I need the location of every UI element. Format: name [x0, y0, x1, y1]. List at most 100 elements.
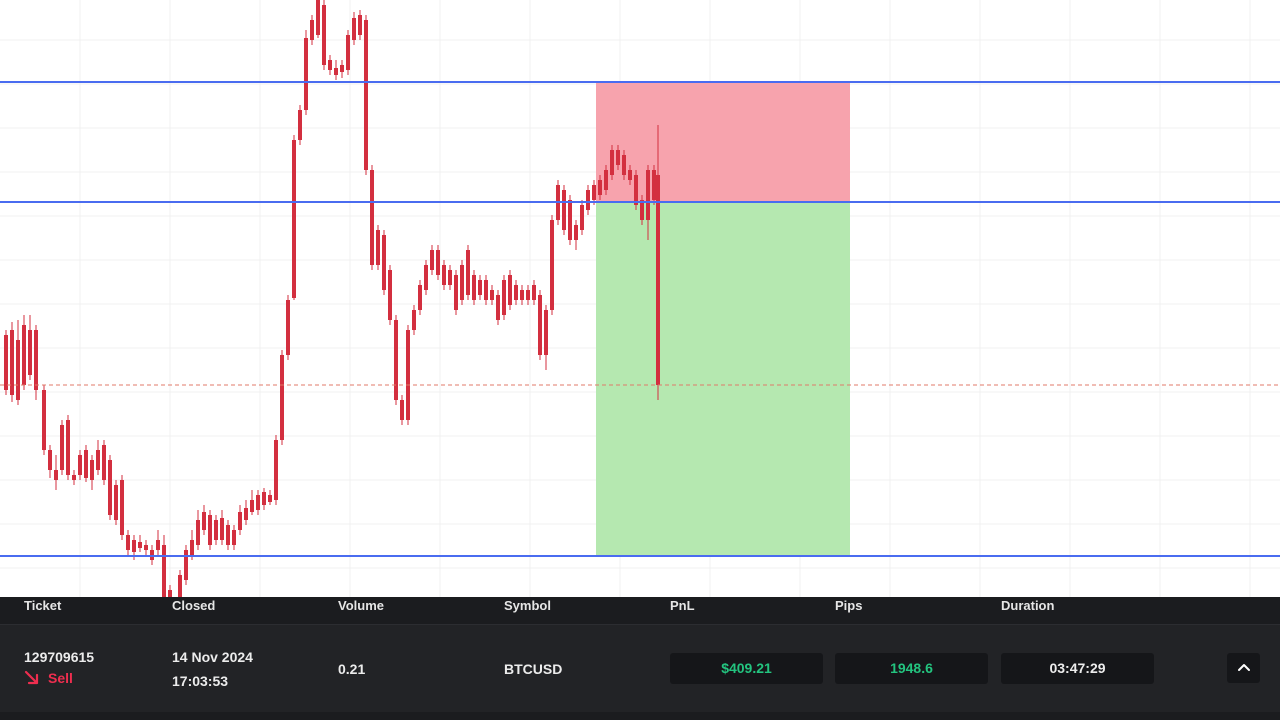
stop-loss-zone	[596, 82, 850, 202]
candle-body	[598, 180, 602, 195]
candle-body	[22, 325, 26, 385]
candle-body	[250, 500, 254, 512]
candle-body	[514, 285, 518, 300]
candle-body	[138, 542, 142, 548]
ticket-number: 129709615	[24, 649, 95, 665]
candle-body	[580, 205, 584, 230]
candle-body	[108, 460, 112, 515]
candle-body	[90, 460, 94, 480]
candle-body	[268, 495, 272, 502]
candle-body	[406, 330, 410, 420]
candle-body	[60, 425, 64, 470]
candle-body	[28, 330, 32, 375]
candle-body	[532, 285, 536, 300]
candle-body	[574, 225, 578, 240]
candle-body	[610, 150, 614, 175]
candle-body	[114, 485, 118, 520]
chevron-up-icon	[1237, 659, 1251, 677]
candle-body	[196, 520, 200, 545]
candle-body	[72, 475, 76, 480]
candle-body	[54, 470, 58, 480]
candle-body	[424, 265, 428, 290]
candle-body	[190, 540, 194, 555]
candle-body	[102, 445, 106, 480]
candle-body	[646, 170, 650, 220]
candle-body	[232, 530, 236, 545]
candle-body	[10, 330, 14, 395]
candle-body	[466, 250, 470, 295]
candle-body	[316, 0, 320, 35]
candle-body	[132, 540, 136, 552]
candle-body	[388, 270, 392, 320]
candle-body	[84, 450, 88, 478]
trade-history-panel: Ticket Closed Volume Symbol PnL Pips Dur…	[0, 597, 1280, 720]
candle-body	[304, 38, 308, 110]
candle-body	[262, 492, 266, 505]
candle-body	[484, 280, 488, 300]
candle-body	[346, 35, 350, 70]
candle-body	[478, 280, 482, 295]
candle-body	[520, 290, 524, 300]
candle-body	[208, 515, 212, 545]
candle-body	[400, 400, 404, 420]
header-ticket: Ticket	[24, 598, 62, 613]
symbol-value: BTCUSD	[504, 661, 563, 677]
candle-body	[364, 20, 368, 170]
candle-body	[202, 512, 206, 530]
candle-body	[352, 18, 356, 40]
candle-body	[178, 575, 182, 597]
candle-body	[460, 265, 464, 300]
duration-value: 03:47:29	[1001, 653, 1154, 684]
expand-button[interactable]	[1227, 653, 1260, 683]
candle-body	[472, 275, 476, 300]
candle-body	[16, 340, 20, 400]
candle-body	[496, 295, 500, 320]
header-closed: Closed	[172, 598, 216, 613]
candle-body	[550, 220, 554, 310]
header-duration: Duration	[1001, 598, 1055, 613]
candle-body	[156, 540, 160, 550]
header-volume: Volume	[338, 598, 384, 613]
candle-body	[622, 155, 626, 175]
candle-body	[634, 175, 638, 205]
candle-body	[490, 290, 494, 300]
table-header: Ticket Closed Volume Symbol PnL Pips Dur…	[0, 597, 1280, 625]
candle-body	[340, 65, 344, 72]
arrow-down-right-icon	[24, 670, 40, 686]
candle-body	[454, 275, 458, 310]
candle-body	[430, 250, 434, 270]
candle-body	[48, 450, 52, 470]
candle-body	[628, 170, 632, 180]
candle-body	[322, 5, 326, 65]
candle-body	[184, 550, 188, 580]
side-label: Sell	[48, 670, 73, 686]
take-profit-zone	[596, 202, 850, 556]
candle-body	[656, 175, 660, 385]
closed-date: 14 Nov 2024	[172, 649, 253, 665]
candle-body	[34, 330, 38, 390]
closed-time: 17:03:53	[172, 673, 229, 689]
candle-body	[370, 170, 374, 265]
candle-body	[562, 190, 566, 230]
candle-body	[328, 60, 332, 70]
candle-body	[376, 230, 380, 265]
candle-body	[238, 512, 242, 530]
candle-body	[436, 250, 440, 275]
volume-value: 0.21	[338, 661, 366, 677]
candle-body	[538, 295, 542, 355]
candle-body	[244, 508, 248, 520]
candle-body	[162, 545, 166, 597]
candlestick-chart[interactable]	[0, 0, 1280, 597]
candle-body	[226, 525, 230, 545]
candle-body	[96, 450, 100, 470]
candle-body	[168, 590, 172, 597]
candle-body	[42, 390, 46, 450]
price-chart[interactable]	[0, 0, 1280, 597]
candle-body	[394, 320, 398, 400]
candle-body	[568, 200, 572, 240]
candle-body	[274, 440, 278, 500]
candle-body	[640, 200, 644, 220]
candle-body	[298, 110, 302, 140]
candle-body	[652, 170, 656, 200]
candle-body	[508, 275, 512, 305]
